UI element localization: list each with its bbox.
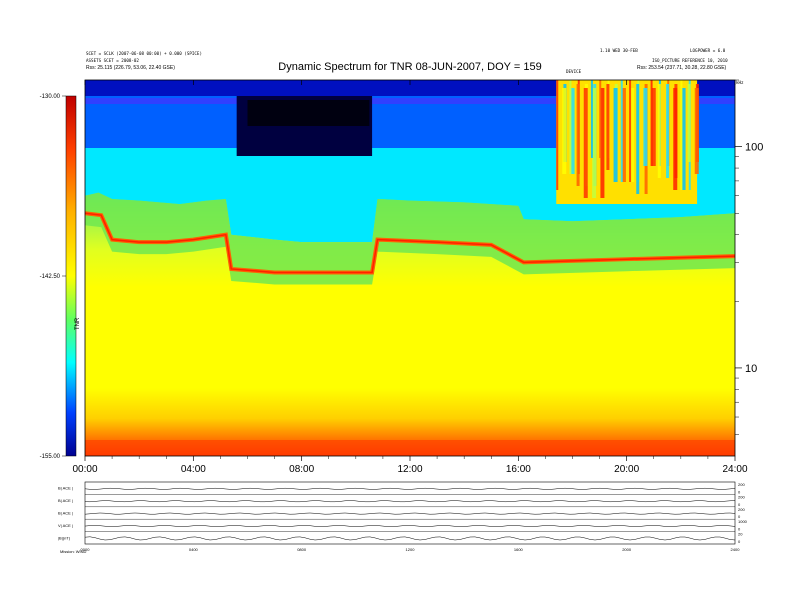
burst-stripe <box>600 88 605 198</box>
burst-stripe <box>620 80 623 182</box>
khz-label: kHz <box>736 80 744 85</box>
strip-right-tick: 200 <box>738 507 745 512</box>
strip-x-tick: 0400 <box>189 547 199 552</box>
strip-right-tick: 0 <box>738 489 741 494</box>
x-tick-label: 08:00 <box>289 464 314 475</box>
header-left-line1: SCET = SCLK (2007-06-08 00:00) + 0.000 (… <box>86 51 202 56</box>
burst-stripe <box>570 88 575 174</box>
chart-title: Dynamic Spectrum for TNR 08-JUN-2007, DO… <box>278 61 541 73</box>
burst-stripe <box>556 80 559 190</box>
bottom-red-band <box>85 440 735 456</box>
strip-trace <box>84 500 736 503</box>
burst-stripe <box>680 80 683 190</box>
strip-trace <box>84 536 736 541</box>
burst-stripe <box>636 84 640 194</box>
burst-stripe <box>569 80 572 174</box>
burst-stripe <box>613 88 618 182</box>
header-tag: DEVICE <box>566 69 582 74</box>
burst-stripe <box>687 84 691 162</box>
x-tick-label: 24:00 <box>722 464 747 475</box>
burst-stripe <box>592 88 597 198</box>
spectrogram <box>85 80 735 456</box>
strip-trace <box>84 512 736 515</box>
burst-stripe <box>651 88 656 166</box>
burst-stripe <box>681 88 686 190</box>
burst-stripe <box>694 88 699 174</box>
header-right-line3: ISO_PICTURE REFERENCE 10, 2010 <box>652 58 728 63</box>
strip-label: V| ACE | <box>58 523 73 528</box>
strip-label: B| ACE | <box>58 498 73 503</box>
strip-right-tick: 200 <box>738 494 745 499</box>
strip-label: |B|(nT) <box>58 535 71 540</box>
strip-trace <box>84 487 736 490</box>
y-tick-label: 100 <box>745 142 763 154</box>
burst-stripe <box>590 80 593 158</box>
header-right-line2: LOGPOWER = 6.0 <box>690 48 726 53</box>
burst-stripe <box>650 80 653 166</box>
strip-x-tick: 1200 <box>406 547 416 552</box>
strip-trace <box>84 525 736 527</box>
burst-stripe <box>606 84 610 170</box>
x-tick-label: 16:00 <box>506 464 531 475</box>
burst-stripe <box>583 88 588 198</box>
burst-stripe <box>643 88 648 166</box>
strip-footer: Mission: WIND <box>60 549 87 554</box>
spectrogram-layers <box>85 80 735 456</box>
y-axis: 100 10 <box>735 79 763 435</box>
burst-stripe <box>562 88 567 174</box>
strip-x-tick: 1600 <box>514 547 524 552</box>
strip-right-tick: 1000 <box>738 519 748 524</box>
colorbar-label: TNR <box>75 317 81 330</box>
strip-label: B| ACE | <box>58 486 73 491</box>
colorbar <box>65 95 77 457</box>
burst-stripe <box>630 88 635 182</box>
burst-stripe <box>629 80 632 182</box>
strip-right-tick: 0 <box>738 502 741 507</box>
x-tick-label: 20:00 <box>614 464 639 475</box>
strip-x-tick: 2400 <box>731 547 741 552</box>
burst-stripe <box>576 84 580 186</box>
strip-right-tick: 200 <box>738 482 745 487</box>
burst-stripe <box>657 84 661 178</box>
burst-stripe <box>621 88 626 182</box>
colorbar-ticks: -130.00 -142.50 -155.00 <box>40 94 66 460</box>
stripe-band <box>85 98 735 104</box>
colorbar-tick-label: -142.50 <box>40 274 61 280</box>
x-tick-label: 00:00 <box>72 464 97 475</box>
y-tick-label: 10 <box>745 363 757 375</box>
header-right-line1: 1.10 WED 30-FEB <box>600 48 638 53</box>
colorbar-tick-label: -130.00 <box>40 94 61 100</box>
header-right-line4: Rss: 253.54 (237.71, 30.28, 22.80 GSE) <box>637 65 727 71</box>
colorbar-tick-label: -155.00 <box>40 454 61 460</box>
dark-core <box>247 100 370 126</box>
strip-x-tick: 0000 <box>81 547 91 552</box>
strip-right-tick: 0 <box>738 527 741 532</box>
strip-right-tick: 0 <box>738 514 741 519</box>
header-left-line2: ASSETS SCET = 2008-02 <box>86 58 139 63</box>
strip-label: B| ACE | <box>58 511 73 516</box>
burst-stripe <box>673 88 678 190</box>
strip-right-tick: 0 <box>738 539 741 544</box>
strip-x-tick: 2000 <box>622 547 632 552</box>
spectral-peak-core <box>85 212 735 274</box>
header-left-line3: Rss: 25.115 (226.79, 53.06, 22.40 GSE) <box>86 65 175 71</box>
x-tick-label: 12:00 <box>397 464 422 475</box>
strip-x-tick: 0800 <box>297 547 307 552</box>
x-axis: 00:00 04:00 08:00 12:00 16:00 20:00 24:00 <box>72 80 748 475</box>
burst-stripe <box>599 80 602 158</box>
strip-right-tick: 20 <box>738 532 743 537</box>
x-tick-label: 04:00 <box>181 464 206 475</box>
burst-stripe <box>666 84 670 178</box>
